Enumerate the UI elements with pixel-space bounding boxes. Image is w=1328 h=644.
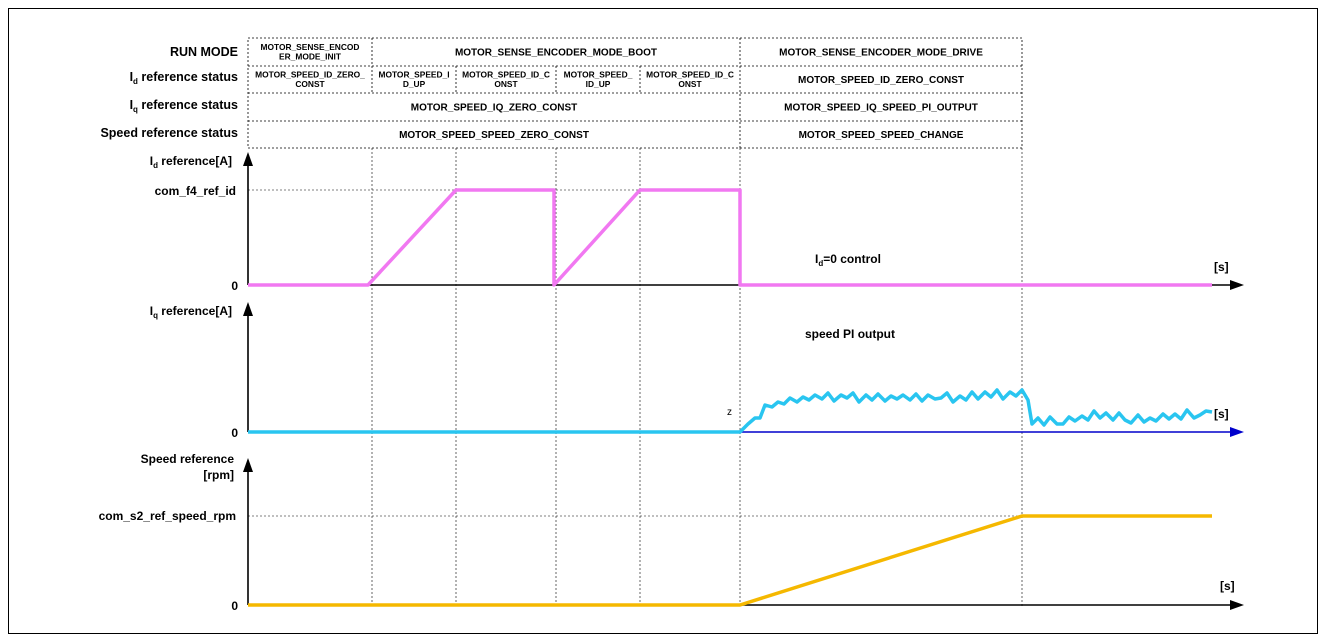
iq-x-axis-arrow [1230,427,1244,437]
speed-axis-label-line2: [rpm] [203,468,234,482]
run-mode-cell-2: MOTOR_SENSE_ENCODER_MODE_BOOT [455,48,657,59]
run-mode-cell-3: MOTOR_SENSE_ENCODER_MODE_DRIVE [779,48,983,59]
id-status-cell-5: MOTOR_SPEED_ID_C ONST [646,70,734,90]
row-label-id-status: Id reference status [130,70,238,86]
speed-x-axis-arrow [1230,600,1244,610]
row-label-iq-status: Iq reference status [130,98,238,114]
speed-status-cell-2: MOTOR_SPEED_SPEED_CHANGE [799,130,964,141]
run-mode-cell-1: MOTOR_SENSE_ENCOD ER_MODE_INIT [261,42,360,62]
iq-z-mark: z [727,407,732,418]
iq-status-cell-2: MOTOR_SPEED_IQ_SPEED_PI_OUTPUT [784,103,978,114]
speed-level-label: com_s2_ref_speed_rpm [99,509,236,523]
speed-status-cell-1: MOTOR_SPEED_SPEED_ZERO_CONST [399,130,589,141]
iq-axis-label: Iq reference[A] [150,304,232,320]
iq-y-axis-arrow [243,302,253,316]
id-status-cell-6: MOTOR_SPEED_ID_ZERO_CONST [798,75,964,86]
speed-y-axis-arrow [243,458,253,472]
id-axis-label: Id reference[A] [150,154,232,170]
row-label-speed-status: Speed reference status [100,126,238,140]
speed-axis-label-line1: Speed reference [141,452,235,466]
speed-zero-label: 0 [231,599,238,613]
id-zero-control-annotation: Id=0 control [815,252,881,268]
iq-unit-label: [s] [1214,407,1229,421]
id-unit-label: [s] [1214,260,1229,274]
diagram-frame [8,8,1318,634]
id-zero-label: 0 [231,279,238,293]
id-reference-plot: Id reference[A] com_f4_ref_id 0 [s] Id=0… [150,152,1244,293]
iq-reference-plot: Iq reference[A] 0 [s] speed PI output z [150,302,1244,440]
iq-status-cell-1: MOTOR_SPEED_IQ_ZERO_CONST [411,103,578,114]
id-x-axis-arrow [1230,280,1244,290]
id-status-cell-3: MOTOR_SPEED_ID_C ONST [462,70,550,90]
id-reference-trace [248,188,1212,287]
iq-speed-pi-annotation: speed PI output [805,327,895,341]
id-status-cell-4: MOTOR_SPEED_ ID_UP [564,70,633,90]
speed-reference-plot: Speed reference [rpm] com_s2_ref_speed_r… [99,452,1244,613]
id-status-cell-2: MOTOR_SPEED_I D_UP [378,70,449,90]
id-level-label: com_f4_ref_id [155,184,236,198]
iq-zero-label: 0 [231,426,238,440]
speed-reference-trace [248,514,1212,607]
speed-unit-label: [s] [1220,579,1235,593]
id-y-axis-arrow [243,152,253,166]
id-status-cell-1: MOTOR_SPEED_ID_ZERO_ CONST [255,70,365,90]
status-table-cells: MOTOR_SENSE_ENCOD ER_MODE_INIT MOTOR_SENSE… [255,42,983,141]
iq-reference-trace [248,388,1213,434]
phase-divider-lines [371,148,1023,608]
status-table [247,37,1023,149]
row-label-run-mode: RUN MODE [170,45,238,59]
